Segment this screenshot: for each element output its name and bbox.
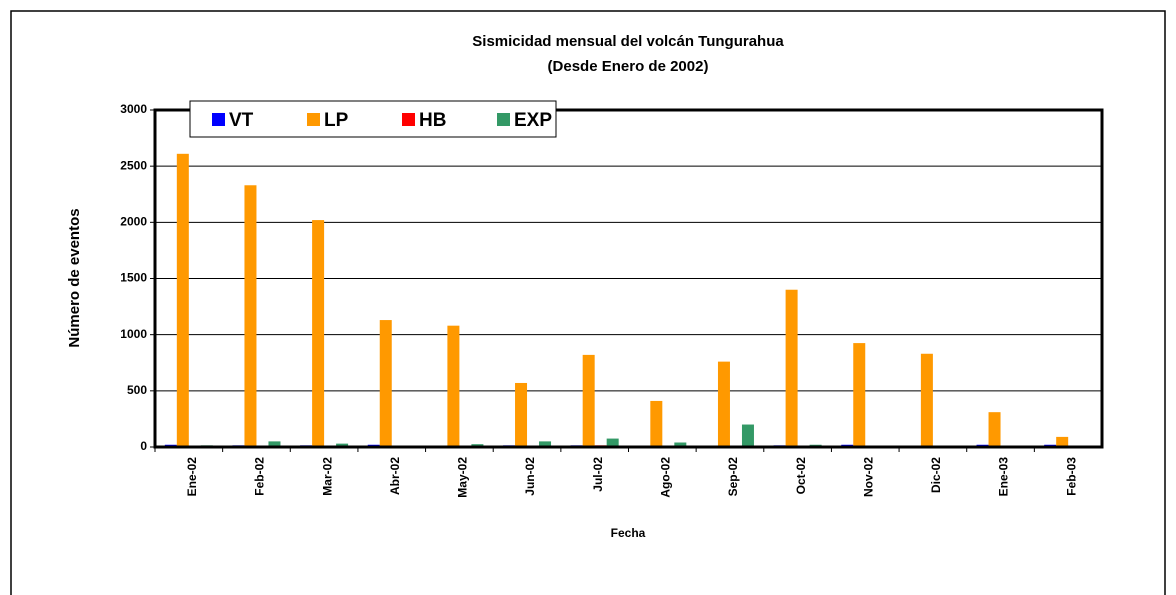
legend-swatch: [212, 113, 225, 126]
chart-title: Sismicidad mensual del volcán Tungurahua: [472, 33, 784, 50]
plot-border: [153, 108, 1104, 449]
bar: [244, 185, 257, 447]
y-tick-label: 1000: [120, 327, 147, 341]
bar: [853, 343, 866, 447]
x-tick-label: Feb-02: [253, 457, 267, 496]
legend-swatch: [307, 113, 320, 126]
legend-swatch: [402, 113, 415, 126]
x-tick-label: Oct-02: [794, 457, 808, 495]
bar: [650, 400, 663, 447]
y-tick-label: 500: [127, 383, 147, 397]
y-tick-label: 2500: [120, 158, 147, 172]
legend-label: VT: [229, 110, 254, 131]
bar: [988, 412, 1001, 447]
chart-subtitle: (Desde Enero de 2002): [548, 58, 709, 75]
bar: [312, 220, 325, 447]
x-tick-label: Abr-02: [388, 457, 402, 495]
bar: [268, 441, 281, 447]
x-tick-label: Ene-03: [997, 457, 1011, 497]
legend-label: EXP: [514, 110, 552, 131]
bar: [785, 289, 798, 447]
x-tick-label: Jul-02: [591, 457, 605, 492]
x-tick-label: May-02: [456, 457, 470, 498]
x-tick-label: Nov-02: [861, 457, 875, 497]
x-tick-label: Jun-02: [523, 457, 537, 496]
y-tick-label: 0: [140, 439, 147, 453]
bar: [1056, 436, 1069, 447]
bar: [336, 443, 349, 447]
bar: [674, 442, 687, 447]
x-tick-label: Sep-02: [726, 457, 740, 497]
y-tick-label: 2000: [120, 215, 147, 229]
bar: [717, 361, 730, 447]
x-tick-label: Mar-02: [320, 457, 334, 496]
bar: [515, 382, 528, 447]
x-tick-label: Ene-02: [185, 457, 199, 497]
y-tick-label: 3000: [120, 102, 147, 116]
legend-swatch: [497, 113, 510, 126]
x-tick-label: Ago-02: [658, 457, 672, 498]
legend-label: LP: [324, 110, 349, 131]
legend-label: HB: [419, 110, 446, 131]
x-axis-label: Fecha: [611, 526, 646, 540]
bar: [606, 438, 619, 447]
y-axis-label: Número de eventos: [66, 208, 83, 347]
bar: [176, 153, 189, 447]
bar: [539, 441, 552, 447]
x-tick-label: Feb-03: [1064, 457, 1078, 496]
bar: [379, 320, 392, 447]
x-tick-label: Dic-02: [929, 457, 943, 493]
bar: [741, 424, 754, 447]
bar: [582, 354, 595, 447]
chart-border: [10, 10, 1166, 595]
y-tick-label: 1500: [120, 271, 147, 285]
bar: [920, 353, 933, 447]
legend-box: [189, 100, 557, 138]
bar: [447, 325, 460, 447]
